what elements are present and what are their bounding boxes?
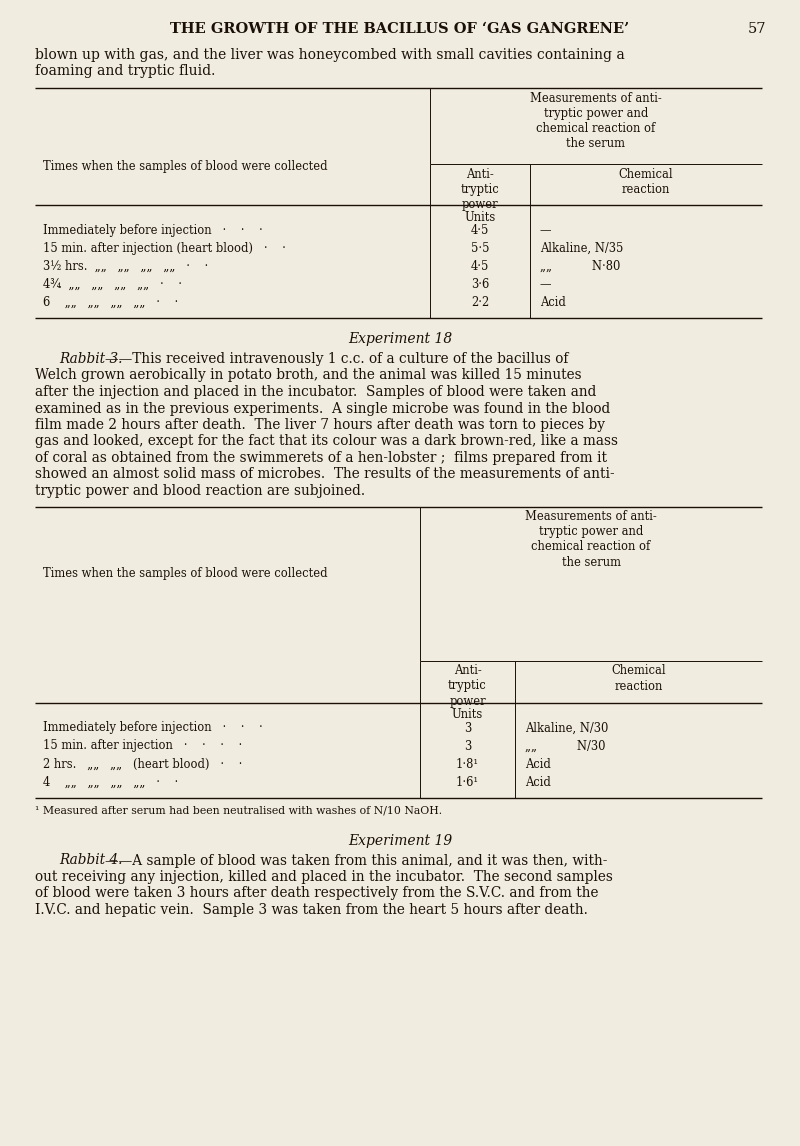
Text: Units: Units bbox=[452, 708, 483, 722]
Text: examined as in the previous experiments.  A single microbe was found in the bloo: examined as in the previous experiments.… bbox=[35, 401, 610, 416]
Text: 2·2: 2·2 bbox=[471, 296, 489, 309]
Text: Immediately before injection   ·    ·    ·: Immediately before injection · · · bbox=[43, 722, 262, 735]
Text: 15 min. after injection (heart blood)   ·    ·: 15 min. after injection (heart blood) · … bbox=[43, 242, 286, 256]
Text: Rabbit 3.: Rabbit 3. bbox=[59, 352, 122, 366]
Text: 3·6: 3·6 bbox=[471, 278, 489, 291]
Text: ——This received intravenously 1 c.c. of a culture of the bacillus of: ——This received intravenously 1 c.c. of … bbox=[105, 352, 568, 366]
Text: —: — bbox=[540, 223, 551, 237]
Text: 6    „„   „„   „„   „„   ·    ·: 6 „„ „„ „„ „„ · · bbox=[43, 296, 178, 309]
Text: gas and looked, except for the fact that its colour was a dark brown-red, like a: gas and looked, except for the fact that… bbox=[35, 434, 618, 448]
Text: Acid: Acid bbox=[525, 776, 551, 788]
Text: Welch grown aerobically in potato broth, and the animal was killed 15 minutes: Welch grown aerobically in potato broth,… bbox=[35, 369, 582, 383]
Text: 3: 3 bbox=[464, 739, 471, 753]
Text: „„           N/30: „„ N/30 bbox=[525, 739, 606, 753]
Text: 3: 3 bbox=[464, 722, 471, 735]
Text: Chemical
reaction: Chemical reaction bbox=[611, 665, 666, 692]
Text: Experiment 19: Experiment 19 bbox=[348, 833, 452, 848]
Text: ¹ Measured after serum had been neutralised with washes of N/10 NaOH.: ¹ Measured after serum had been neutrali… bbox=[35, 806, 442, 816]
Text: foaming and tryptic fluid.: foaming and tryptic fluid. bbox=[35, 64, 215, 78]
Text: 1·6¹: 1·6¹ bbox=[456, 776, 479, 788]
Text: I.V.C. and hepatic vein.  Sample 3 was taken from the heart 5 hours after death.: I.V.C. and hepatic vein. Sample 3 was ta… bbox=[35, 903, 588, 917]
Text: 57: 57 bbox=[748, 22, 766, 36]
Text: Rabbit 4.: Rabbit 4. bbox=[59, 854, 122, 868]
Text: 15 min. after injection   ·    ·    ·    ·: 15 min. after injection · · · · bbox=[43, 739, 242, 753]
Text: of blood were taken 3 hours after death respectively from the S.V.C. and from th: of blood were taken 3 hours after death … bbox=[35, 887, 598, 901]
Text: 3½ hrs.  „„   „„   „„   „„   ·    ·: 3½ hrs. „„ „„ „„ „„ · · bbox=[43, 260, 208, 273]
Text: Acid: Acid bbox=[540, 296, 566, 309]
Text: of coral as obtained from the swimmerets of a hen-lobster ;  films prepared from: of coral as obtained from the swimmerets… bbox=[35, 452, 607, 465]
Text: Times when the samples of blood were collected: Times when the samples of blood were col… bbox=[43, 566, 328, 580]
Text: Times when the samples of blood were collected: Times when the samples of blood were col… bbox=[43, 160, 328, 173]
Text: „„           N·80: „„ N·80 bbox=[540, 260, 620, 273]
Text: ——A sample of blood was taken from this animal, and it was then, with-: ——A sample of blood was taken from this … bbox=[105, 854, 607, 868]
Text: 5·5: 5·5 bbox=[470, 242, 490, 256]
Text: tryptic power and blood reaction are subjoined.: tryptic power and blood reaction are sub… bbox=[35, 484, 365, 499]
Text: 4    „„   „„   „„   „„   ·    ·: 4 „„ „„ „„ „„ · · bbox=[43, 776, 178, 788]
Text: THE GROWTH OF THE BACILLUS OF ‘GAS GANGRENE’: THE GROWTH OF THE BACILLUS OF ‘GAS GANGR… bbox=[170, 22, 630, 36]
Text: 4·5: 4·5 bbox=[471, 260, 489, 273]
Text: Measurements of anti-
tryptic power and
chemical reaction of
the serum: Measurements of anti- tryptic power and … bbox=[525, 510, 657, 568]
Text: Immediately before injection   ·    ·    ·: Immediately before injection · · · bbox=[43, 223, 262, 237]
Text: after the injection and placed in the incubator.  Samples of blood were taken an: after the injection and placed in the in… bbox=[35, 385, 596, 399]
Text: Acid: Acid bbox=[525, 758, 551, 770]
Text: Units: Units bbox=[464, 211, 496, 223]
Text: blown up with gas, and the liver was honeycombed with small cavities containing : blown up with gas, and the liver was hon… bbox=[35, 48, 625, 62]
Text: showed an almost solid mass of microbes.  The results of the measurements of ant: showed an almost solid mass of microbes.… bbox=[35, 468, 614, 481]
Text: Alkaline, N/30: Alkaline, N/30 bbox=[525, 722, 608, 735]
Text: Chemical
reaction: Chemical reaction bbox=[618, 168, 674, 196]
Text: Anti-
tryptic
power: Anti- tryptic power bbox=[461, 168, 499, 211]
Text: film made 2 hours after death.  The liver 7 hours after death was torn to pieces: film made 2 hours after death. The liver… bbox=[35, 418, 605, 432]
Text: Alkaline, N/35: Alkaline, N/35 bbox=[540, 242, 623, 256]
Text: 1·8¹: 1·8¹ bbox=[456, 758, 479, 770]
Text: —: — bbox=[540, 278, 551, 291]
Text: Experiment 18: Experiment 18 bbox=[348, 332, 452, 346]
Text: 2 hrs.   „„   „„   (heart blood)   ·    ·: 2 hrs. „„ „„ (heart blood) · · bbox=[43, 758, 242, 770]
Text: 4¾  „„   „„   „„   „„   ·    ·: 4¾ „„ „„ „„ „„ · · bbox=[43, 278, 182, 291]
Text: Measurements of anti-
tryptic power and
chemical reaction of
the serum: Measurements of anti- tryptic power and … bbox=[530, 92, 662, 150]
Text: 4·5: 4·5 bbox=[471, 223, 489, 237]
Text: out receiving any injection, killed and placed in the incubator.  The second sam: out receiving any injection, killed and … bbox=[35, 870, 613, 884]
Text: Anti-
tryptic
power: Anti- tryptic power bbox=[448, 665, 487, 707]
